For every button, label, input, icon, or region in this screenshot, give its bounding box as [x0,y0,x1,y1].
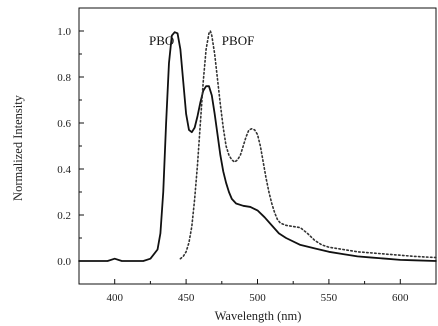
x-axis-title: Wavelength (nm) [215,309,302,323]
y-axis-title: Normalized Intensity [11,94,25,201]
y-tick-label: 0.0 [57,256,71,268]
series-layer [78,30,437,262]
y-tick-label: 0.4 [57,164,71,176]
x-tick-label: 400 [106,292,123,304]
x-tick-label: 550 [321,292,338,304]
y-tick-label: 0.8 [57,72,71,84]
y-tick-label: 1.0 [57,26,71,38]
x-axis-ticks: 400 450 500 550 600 [78,279,437,304]
x-tick-label: 500 [249,292,266,304]
x-tick-label: 600 [392,292,409,304]
plot-frame [78,7,437,285]
y-axis-ticks: 0.0 0.2 0.4 0.6 0.8 1.0 [57,7,84,285]
annotation-layer: PBO PBOF [149,33,254,48]
y-tick-label: 0.6 [57,118,71,130]
series-line-pbo [78,31,437,262]
series-annotation: PBOF [222,33,255,48]
series-line-pbof [179,30,437,260]
series-annotation: PBO [149,33,174,48]
x-tick-label: 450 [178,292,195,304]
y-tick-label: 0.2 [57,210,71,222]
